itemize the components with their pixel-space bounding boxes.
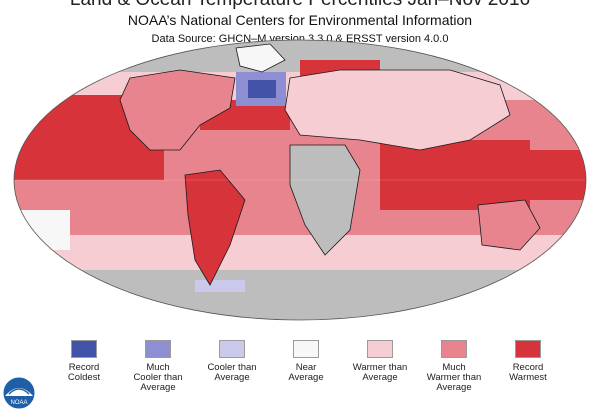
legend-swatch <box>367 340 393 358</box>
map-title: Land & Ocean Temperature Percentiles Jan… <box>0 0 600 11</box>
legend-label: Much Warmer than Average <box>426 362 482 393</box>
legend-label: Record Coldest <box>67 362 101 383</box>
map-subtitle: NOAA’s National Centers for Environmenta… <box>127 12 473 28</box>
antarctica <box>14 270 586 320</box>
legend-item-much-warmer: Much Warmer than Average <box>414 340 494 393</box>
legend-item-record-warmest: Record Warmest <box>488 340 568 383</box>
legend-label: Near Average <box>288 362 324 383</box>
south-america <box>184 169 246 286</box>
greenland <box>235 43 286 73</box>
legend-label: Record Warmest <box>509 362 547 383</box>
legend-label: Warmer than Average <box>352 362 408 383</box>
world-map-svg <box>13 39 587 321</box>
legend-label: Much Cooler than Average <box>133 362 183 393</box>
north-america <box>119 69 236 151</box>
legend-swatch <box>145 340 171 358</box>
africa <box>289 144 361 256</box>
noaa-logo-icon: NOAA <box>2 376 36 410</box>
legend-swatch <box>515 340 541 358</box>
legend-label: Cooler than Average <box>207 362 257 383</box>
data-source: Data Source: GHCN–M version 3.3.0 & ERSS… <box>151 33 449 45</box>
legend-item-much-cooler: Much Cooler than Average <box>118 340 198 393</box>
world-map <box>13 39 587 321</box>
globe-outline <box>13 39 587 321</box>
legend-item-record-coldest: Record Coldest <box>44 340 124 383</box>
south-atlantic-cool <box>195 280 245 292</box>
legend-item-near-average: Near Average <box>266 340 346 383</box>
legend-swatch <box>71 340 97 358</box>
legend-item-warmer: Warmer than Average <box>340 340 420 383</box>
indian-ocean-record-warm <box>380 140 530 210</box>
australia <box>477 199 541 251</box>
legend-item-cooler: Cooler than Average <box>192 340 272 383</box>
west-pacific-record-warm <box>520 150 586 200</box>
noaa-logo-text: NOAA <box>10 400 27 406</box>
greenland-record-cold <box>248 80 276 98</box>
eurasia <box>284 69 511 151</box>
legend-swatch <box>293 340 319 358</box>
legend-swatch <box>441 340 467 358</box>
south-pacific-near-average <box>14 210 70 250</box>
legend-swatch <box>219 340 245 358</box>
noaa-logo: NOAA <box>2 376 36 410</box>
